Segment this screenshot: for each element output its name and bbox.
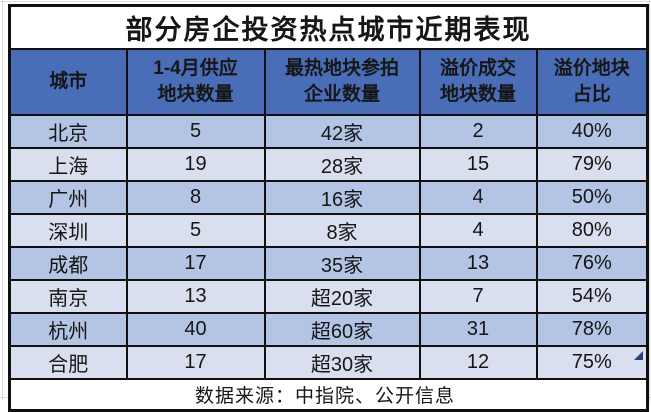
data-cell[interactable]: 超60家 xyxy=(263,312,421,347)
table-body: 北京 5 42家 2 40% 上海 19 28家 15 79% 广州 8 16家 4 50% 深圳 5 8家 4 80… xyxy=(8,114,649,380)
table-row-杭州: 杭州 40 超60家 31 78% xyxy=(8,312,649,347)
data-cell[interactable]: 超30家 xyxy=(263,345,421,380)
data-cell[interactable]: 2 xyxy=(418,114,538,149)
data-cell[interactable]: 5 xyxy=(125,213,266,248)
data-cell[interactable]: 13 xyxy=(125,279,266,314)
header-cell-3[interactable]: 溢价成交 地块数量 xyxy=(418,48,538,116)
title-row: 部分房企投资热点城市近期表现 xyxy=(8,4,649,50)
data-cell[interactable]: 40% xyxy=(535,114,649,149)
data-cell[interactable]: 76% xyxy=(535,246,649,281)
selection-fill-handle[interactable] xyxy=(634,351,643,360)
data-cell[interactable]: 42家 xyxy=(263,114,421,149)
table-row-成都: 成都 17 35家 13 76% xyxy=(8,246,649,281)
data-cell[interactable]: 19 xyxy=(125,147,266,182)
data-cell[interactable]: 7 xyxy=(418,279,538,314)
table-title[interactable]: 部分房企投资热点城市近期表现 xyxy=(8,4,649,50)
table-row-深圳: 深圳 5 8家 4 80% xyxy=(8,213,649,248)
data-cell[interactable]: 54% xyxy=(535,279,649,314)
city-cell[interactable]: 深圳 xyxy=(8,213,128,248)
data-cell[interactable]: 17 xyxy=(125,246,266,281)
sheet-gridline xyxy=(2,0,3,401)
table-row-北京: 北京 5 42家 2 40% xyxy=(8,114,649,149)
city-cell[interactable]: 成都 xyxy=(8,246,128,281)
data-cell[interactable]: 12 xyxy=(418,345,538,380)
data-cell[interactable]: 16家 xyxy=(263,180,421,215)
data-cell[interactable]: 80% xyxy=(535,213,649,248)
city-cell[interactable]: 合肥 xyxy=(8,345,128,380)
data-cell[interactable]: 35家 xyxy=(263,246,421,281)
data-cell[interactable]: 28家 xyxy=(263,147,421,182)
header-row: 城市 1-4月供应 地块数量 最热地块参拍 企业数量 溢价成交 地块数量 溢价地块 占比 xyxy=(8,48,649,116)
data-cell[interactable]: 4 xyxy=(418,180,538,215)
table-row-广州: 广州 8 16家 4 50% xyxy=(8,180,649,215)
sheet-gridline xyxy=(649,0,650,401)
sheet-gridline xyxy=(0,1,651,2)
data-cell[interactable]: 8 xyxy=(125,180,266,215)
data-cell[interactable]: 31 xyxy=(418,312,538,347)
table-row-南京: 南京 13 超20家 7 54% xyxy=(8,279,649,314)
data-cell[interactable]: 79% xyxy=(535,147,649,182)
data-cell[interactable]: 5 xyxy=(125,114,266,149)
city-cell[interactable]: 北京 xyxy=(8,114,128,149)
header-cell-2[interactable]: 最热地块参拍 企业数量 xyxy=(263,48,421,116)
table-row-上海: 上海 19 28家 15 79% xyxy=(8,147,649,182)
city-cell[interactable]: 杭州 xyxy=(8,312,128,347)
header-cell-0[interactable]: 城市 xyxy=(8,48,128,116)
data-cell[interactable]: 15 xyxy=(418,147,538,182)
data-cell[interactable]: 8家 xyxy=(263,213,421,248)
data-table: 部分房企投资热点城市近期表现 城市 1-4月供应 地块数量 最热地块参拍 企业数量溢… xyxy=(8,4,650,412)
footer-row: 数据来源：中指院、公开信息 xyxy=(8,378,649,412)
data-cell[interactable]: 40 xyxy=(125,312,266,347)
data-cell[interactable]: 75% xyxy=(535,345,649,380)
header-cell-4[interactable]: 溢价地块 占比 xyxy=(535,48,649,116)
data-cell[interactable]: 78% xyxy=(535,312,649,347)
data-cell[interactable]: 17 xyxy=(125,345,266,380)
table-row-合肥: 合肥 17 超30家 12 75% xyxy=(8,345,649,380)
header-cell-1[interactable]: 1-4月供应 地块数量 xyxy=(125,48,266,116)
city-cell[interactable]: 上海 xyxy=(8,147,128,182)
data-cell[interactable]: 4 xyxy=(418,213,538,248)
city-cell[interactable]: 南京 xyxy=(8,279,128,314)
data-cell[interactable]: 50% xyxy=(535,180,649,215)
city-cell[interactable]: 广州 xyxy=(8,180,128,215)
source-note[interactable]: 数据来源：中指院、公开信息 xyxy=(8,378,649,412)
data-cell[interactable]: 13 xyxy=(418,246,538,281)
data-cell[interactable]: 超20家 xyxy=(263,279,421,314)
